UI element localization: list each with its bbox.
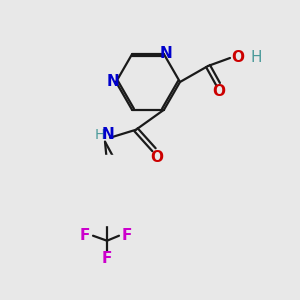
Text: O: O — [232, 50, 244, 64]
Text: H: H — [250, 50, 262, 64]
Bar — [67, 155, 137, 225]
Text: F: F — [80, 228, 90, 243]
Text: N: N — [102, 127, 114, 142]
Text: N: N — [160, 46, 172, 61]
Text: N: N — [106, 74, 119, 88]
Text: O: O — [151, 150, 164, 165]
Text: O: O — [212, 85, 226, 100]
Text: F: F — [122, 228, 132, 243]
Text: H: H — [95, 128, 105, 142]
Text: F: F — [102, 251, 112, 266]
